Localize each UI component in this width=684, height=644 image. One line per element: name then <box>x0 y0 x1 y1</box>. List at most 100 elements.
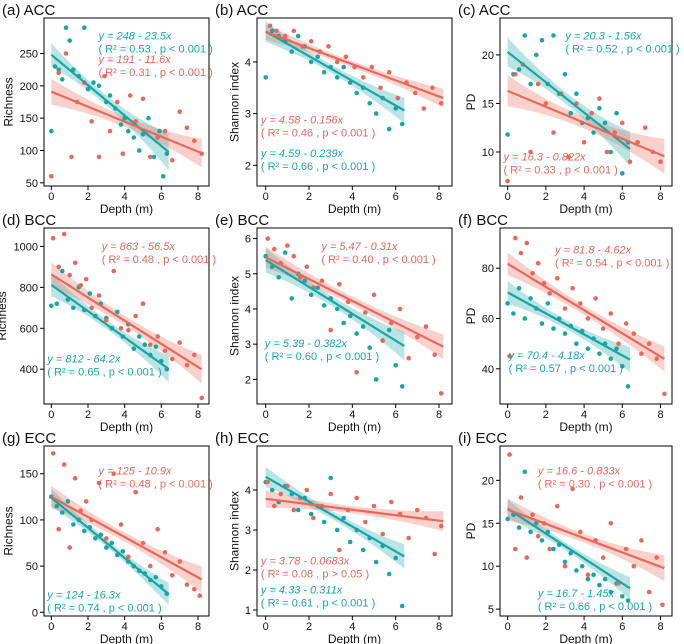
y-tick-label: 15 <box>482 518 494 530</box>
teal-point <box>137 334 142 339</box>
y-tick-label: 3 <box>245 339 251 351</box>
coral-point <box>184 125 190 131</box>
teal-point <box>341 320 347 326</box>
x-tick-label: 0 <box>505 191 511 203</box>
y-axis-title: PD <box>464 93 478 110</box>
coral-equation: y = 16.6 - 0.833x <box>537 465 621 477</box>
x-tick-label: 8 <box>657 191 663 203</box>
coral-point <box>654 356 659 362</box>
teal-fit-stats: ( R² = 0.60 , p < 0.001 ) <box>265 351 379 363</box>
coral-point <box>438 101 444 106</box>
coral-point <box>177 109 182 114</box>
coral-point <box>83 499 89 504</box>
plot-frame <box>499 17 673 187</box>
coral-point <box>291 253 297 259</box>
x-tick-label: 0 <box>505 621 511 633</box>
teal-fit-stats: ( R² = 0.65 , p < 0.001 ) <box>47 367 161 379</box>
coral-point <box>345 299 351 305</box>
x-tick-label: 6 <box>619 409 625 421</box>
teal-point <box>620 364 625 369</box>
coral-point <box>354 370 360 375</box>
coral-fit-line <box>50 495 203 581</box>
coral-point <box>423 324 429 329</box>
teal-point <box>574 341 579 347</box>
coral-point <box>118 326 124 331</box>
teal-equation: y = 124 - 16.3x <box>46 590 121 602</box>
coral-point <box>69 154 74 160</box>
teal-point <box>354 90 360 96</box>
y-tick-label: 6 <box>245 234 251 246</box>
coral-point <box>654 555 659 560</box>
teal-fit-line <box>50 53 170 153</box>
coral-point <box>438 391 444 396</box>
plot-area <box>505 452 665 608</box>
plot-frame <box>499 227 673 405</box>
coral-equation: y = 5.47 - 0.31x <box>320 241 398 253</box>
y-tick-label: 4 <box>245 485 251 497</box>
teal-point <box>399 603 405 609</box>
x-tick-label: 0 <box>263 409 269 421</box>
teal-point <box>49 303 54 309</box>
teal-point <box>562 559 568 565</box>
y-tick-label: 2 <box>245 374 251 386</box>
teal-point <box>140 132 146 137</box>
x-tick-label: 8 <box>436 191 442 203</box>
teal-point <box>625 384 631 389</box>
teal-point <box>539 321 545 326</box>
coral-fit-line <box>50 273 203 371</box>
coral-point <box>304 264 310 270</box>
coral-point <box>177 340 182 345</box>
teal-point <box>399 121 405 127</box>
x-tick-label: 4 <box>349 191 355 203</box>
teal-point <box>71 305 76 311</box>
coral-fit-stats: ( R² = 0.33 , p < 0.001 ) <box>503 164 617 176</box>
coral-point <box>326 44 331 49</box>
coral-point <box>566 154 572 160</box>
coral-point <box>184 362 190 368</box>
teal-point <box>60 77 65 82</box>
coral-point <box>646 589 652 595</box>
coral-point <box>118 522 124 527</box>
plot-frame <box>43 445 210 617</box>
coral-point <box>126 328 131 333</box>
teal-point <box>551 546 556 552</box>
teal-point <box>93 536 98 541</box>
y-tick-label: 80 <box>482 263 494 275</box>
y-tick-label: 50 <box>26 178 38 190</box>
plot-frame <box>256 445 453 617</box>
teal-point <box>516 525 522 530</box>
coral-equation: y = 3.78 - 0.0683x <box>260 556 350 568</box>
y-axis-title: PD <box>464 307 478 324</box>
coral-point <box>415 334 420 340</box>
teal-point <box>585 576 591 582</box>
coral-point <box>371 292 377 298</box>
teal-point <box>516 67 522 72</box>
coral-equation: y = 125 - 10.9x <box>97 465 172 477</box>
coral-point <box>604 149 610 155</box>
coral-point <box>56 70 61 76</box>
coral-point <box>177 559 182 564</box>
teal-point <box>360 547 366 553</box>
coral-point <box>547 546 552 552</box>
y-tick-label: 50 <box>26 561 38 573</box>
coral-point <box>555 276 560 281</box>
teal-fit-stats: ( R² = 0.74 , p < 0.001 ) <box>47 603 161 615</box>
teal-point <box>120 549 126 554</box>
teal-point <box>96 83 102 89</box>
teal-point <box>302 278 308 284</box>
coral-point <box>608 521 614 526</box>
x-tick-label: 6 <box>619 191 625 203</box>
teal-point <box>131 346 137 352</box>
coral-point <box>658 159 663 164</box>
coral-fit-line <box>265 30 444 100</box>
teal-point <box>393 555 399 561</box>
coral-point <box>115 99 120 105</box>
coral-point <box>507 353 512 359</box>
teal-point <box>153 344 159 350</box>
teal-point <box>574 91 579 96</box>
coral-point <box>639 538 644 543</box>
x-axis-title: Depth (m) <box>559 202 612 216</box>
x-axis-title: Depth (m) <box>100 420 153 434</box>
teal-point <box>534 52 539 58</box>
coral-point <box>72 260 78 266</box>
